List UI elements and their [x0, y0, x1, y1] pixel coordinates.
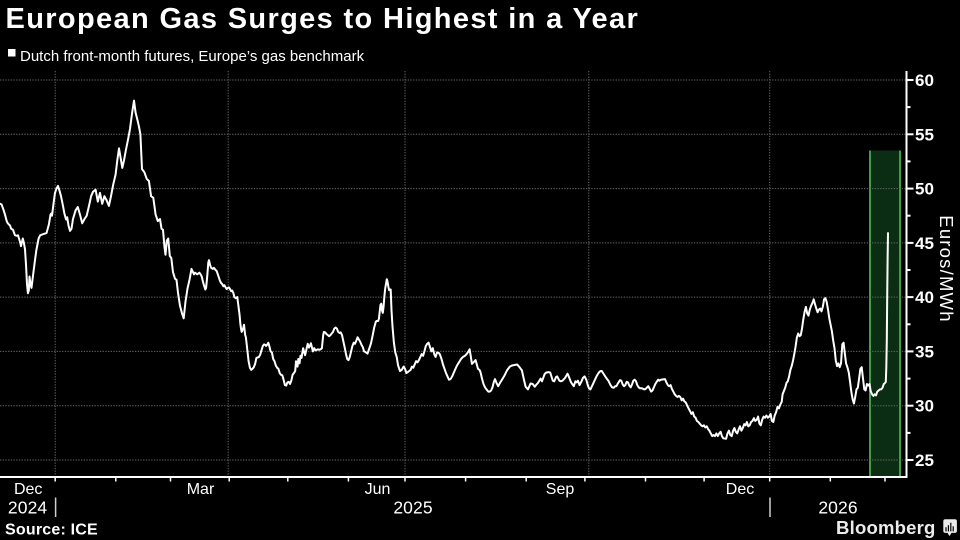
svg-text:Jun: Jun	[365, 481, 391, 498]
svg-text:Dutch front-month futures, Eur: Dutch front-month futures, Europe’s gas …	[20, 48, 365, 65]
svg-text:2026: 2026	[818, 498, 857, 518]
svg-text:25: 25	[915, 451, 934, 470]
svg-text:40: 40	[915, 288, 934, 307]
svg-text:Dec: Dec	[726, 481, 754, 498]
svg-text:50: 50	[915, 180, 934, 199]
svg-text:European Gas Surges to Highest: European Gas Surges to Highest in a Year	[6, 3, 640, 35]
svg-text:2025: 2025	[393, 498, 432, 518]
svg-text:Bloomberg: Bloomberg	[836, 517, 935, 538]
svg-text:Sep: Sep	[546, 481, 575, 498]
svg-text:Euros/MWh: Euros/MWh	[936, 215, 957, 322]
svg-text:55: 55	[915, 125, 934, 144]
svg-text:45: 45	[915, 234, 934, 253]
svg-text:2024: 2024	[8, 498, 47, 518]
svg-text:Dec: Dec	[14, 481, 42, 498]
svg-text:60: 60	[915, 71, 934, 90]
svg-text:Mar: Mar	[187, 481, 215, 498]
svg-text:30: 30	[915, 397, 934, 416]
svg-text:35: 35	[915, 342, 934, 361]
svg-text:Source: ICE: Source: ICE	[5, 522, 98, 539]
